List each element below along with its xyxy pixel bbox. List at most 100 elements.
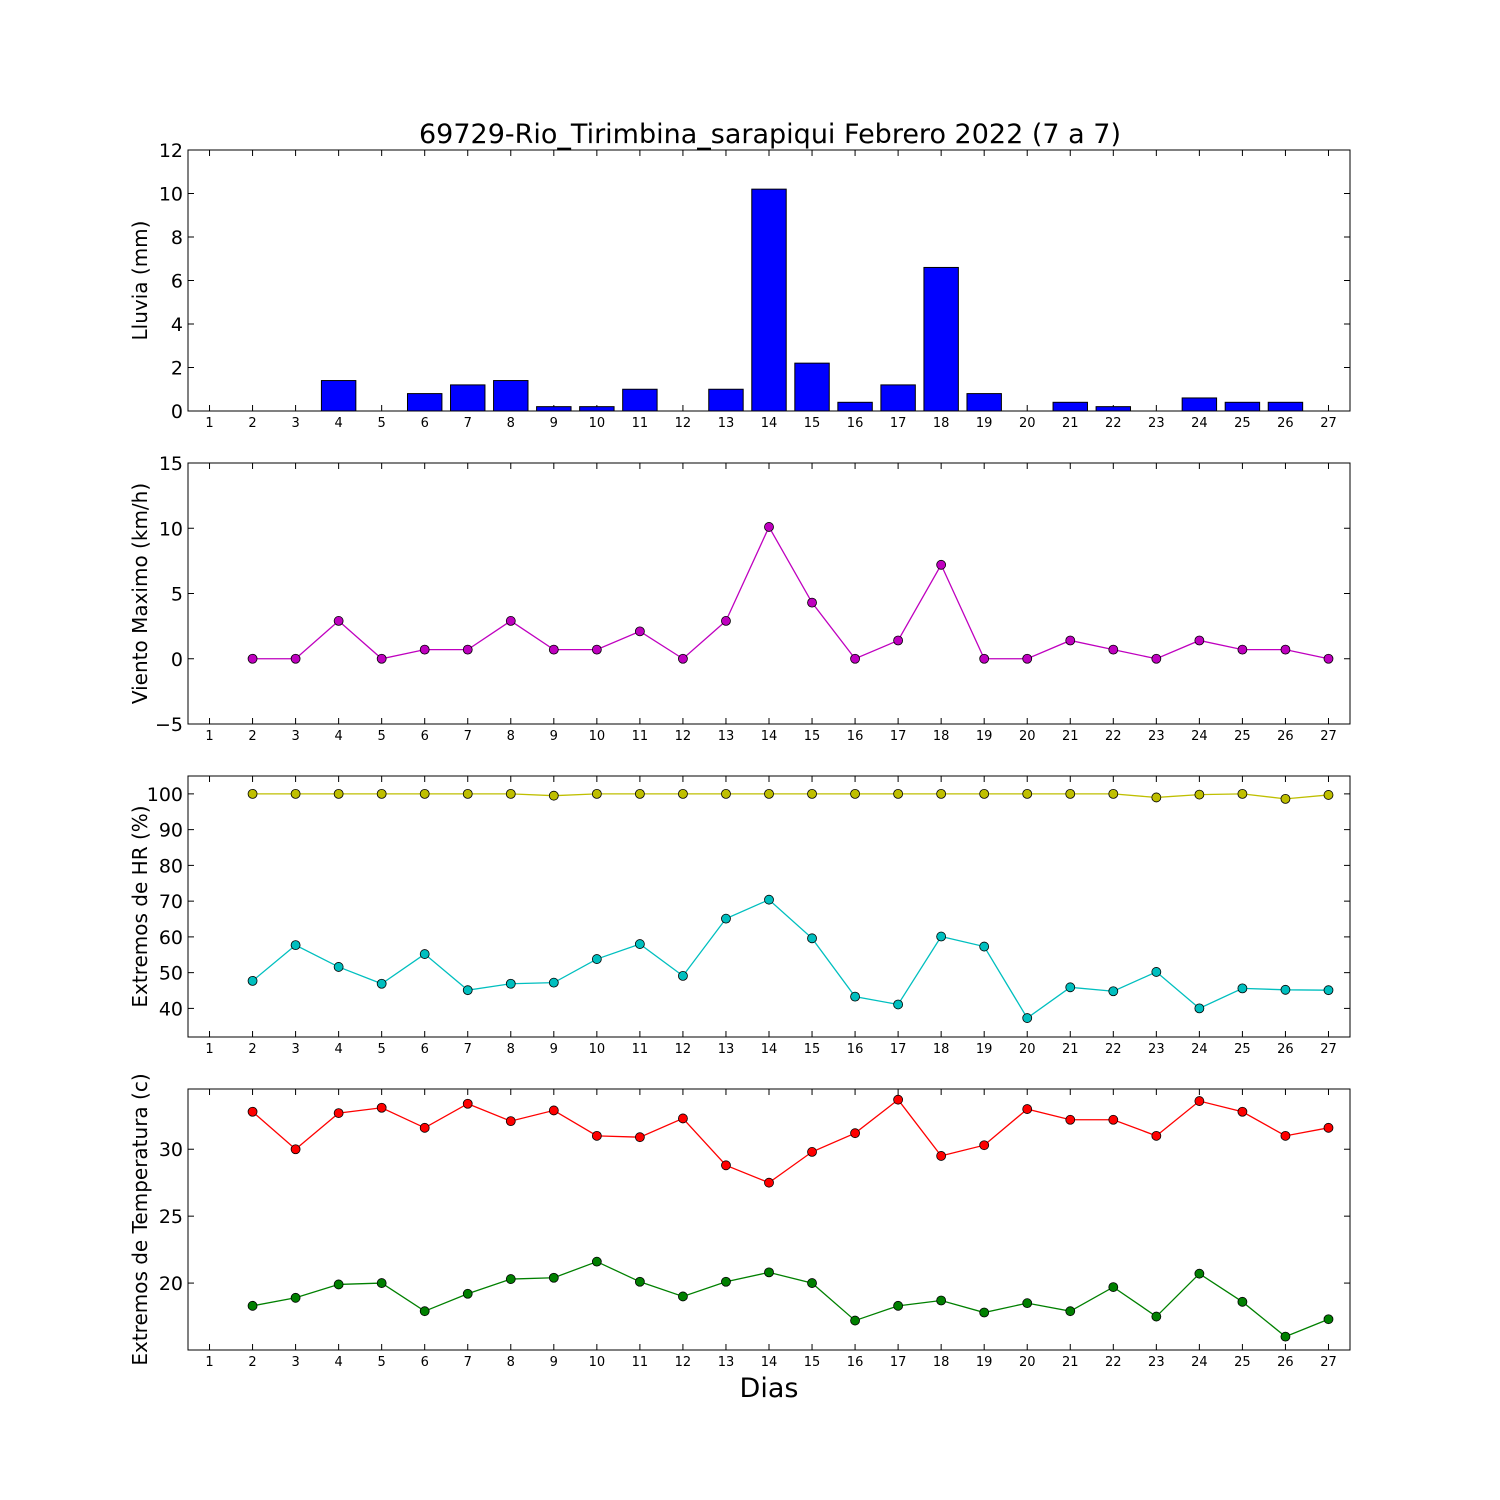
x-tick-label: 4 <box>334 1042 342 1057</box>
y-axis-label: Viento Maximo (km/h) <box>128 483 152 704</box>
x-tick-label: 14 <box>761 1042 778 1057</box>
hr_max-point <box>419 788 430 799</box>
x-tick-label: 25 <box>1234 1042 1251 1057</box>
x-tick-label: 16 <box>847 1042 864 1057</box>
x-tick-label: 23 <box>1148 1042 1165 1057</box>
rain-bar <box>536 406 572 412</box>
wind-point <box>1194 635 1205 646</box>
x-tick-label: 26 <box>1277 1042 1294 1057</box>
x-tick-label: 11 <box>632 416 649 431</box>
rain-bar <box>320 380 357 412</box>
x-tick-label: 17 <box>890 1355 907 1370</box>
x-tick-label: 22 <box>1105 1355 1122 1370</box>
x-tick-label: 15 <box>804 1355 821 1370</box>
hr_min-point <box>419 949 430 959</box>
t_min-point <box>678 1291 688 1302</box>
hr_min-point <box>678 970 688 981</box>
rain-bar <box>1267 401 1304 412</box>
x-tick-label: 4 <box>334 1355 342 1370</box>
x-tick-label: 21 <box>1062 1042 1079 1057</box>
rain-bar <box>794 362 830 412</box>
x-tick-label: 8 <box>507 1042 515 1057</box>
x-tick-label: 25 <box>1234 729 1251 744</box>
x-tick-label: 1 <box>205 1355 213 1370</box>
x-tick-label: 21 <box>1062 1355 1079 1370</box>
x-tick-label: 4 <box>334 416 342 431</box>
x-tick-label: 22 <box>1105 1042 1122 1057</box>
axes-frame <box>187 462 1351 725</box>
t_max-point <box>1280 1130 1291 1141</box>
hr_max-point <box>1151 792 1162 803</box>
hr_max-point <box>1022 788 1033 799</box>
x-tick-label: 7 <box>464 1042 472 1057</box>
t_min-point <box>1108 1282 1119 1292</box>
rain-bar <box>1181 397 1218 412</box>
t_max-point <box>376 1102 387 1113</box>
x-tick-label: 9 <box>550 1042 558 1057</box>
hr_min-point <box>290 940 301 951</box>
x-tick-label: 26 <box>1277 1355 1294 1370</box>
x-tick-label: 24 <box>1191 1042 1208 1057</box>
rain-bar <box>837 401 873 412</box>
axes-frame <box>187 1088 1351 1351</box>
chart-title: 69729-Rio_Tirimbina_sarapiqui Febrero 20… <box>419 119 1121 150</box>
x-tick-label: 11 <box>632 1355 649 1370</box>
x-tick-label: 1 <box>205 416 213 431</box>
x-tick-label: 18 <box>933 1042 950 1057</box>
hr_min-point <box>1065 982 1076 993</box>
x-tick-label: 24 <box>1191 729 1208 744</box>
hr_max-point <box>979 788 990 799</box>
x-tick-label: 2 <box>248 1042 256 1057</box>
x-tick-label: 11 <box>632 729 649 744</box>
x-tick-label: 10 <box>589 1355 606 1370</box>
wind-point <box>764 522 774 532</box>
x-tick-label: 6 <box>421 729 429 744</box>
hr_max-point <box>1065 788 1076 799</box>
hr_min-point <box>1280 984 1291 995</box>
t_min-point <box>1237 1296 1248 1307</box>
t_min-point <box>1194 1268 1205 1279</box>
rain-bar <box>923 266 959 412</box>
wind-point <box>1237 644 1248 655</box>
t_max-line <box>252 1098 1329 1184</box>
x-tick-label: 8 <box>507 416 515 431</box>
x-tick-label: 26 <box>1277 416 1294 431</box>
rain-bar <box>1224 401 1261 412</box>
x-tick-label: 25 <box>1234 416 1251 431</box>
x-tick-label: 4 <box>334 729 342 744</box>
rain-bar <box>406 393 443 412</box>
wind-point <box>979 653 990 664</box>
wind-point <box>462 644 473 655</box>
x-tick-label: 21 <box>1062 729 1079 744</box>
hr_max-point <box>807 788 817 799</box>
x-tick-label: 9 <box>550 416 558 431</box>
x-tick-label: 19 <box>976 1042 993 1057</box>
hr_min-point <box>721 913 731 924</box>
t_max-point <box>678 1113 688 1124</box>
hr_max-point <box>462 788 473 799</box>
hr_max-point <box>505 788 516 799</box>
hr_min-point <box>376 978 387 989</box>
wind-point <box>376 653 387 664</box>
x-tick-label: 2 <box>248 1355 256 1370</box>
x-tick-label: 14 <box>761 416 778 431</box>
t_max-point <box>1065 1114 1076 1125</box>
x-tick-label: 17 <box>890 416 907 431</box>
x-tick-label: 27 <box>1320 729 1337 744</box>
wind-point <box>1280 644 1291 655</box>
x-tick-label: 16 <box>847 1355 864 1370</box>
hr_max-point <box>247 788 258 799</box>
x-tick-label: 15 <box>804 416 821 431</box>
x-tick-label: 27 <box>1320 1355 1337 1370</box>
y-tick-label: 10 <box>159 184 183 206</box>
hr_max-point <box>548 790 559 801</box>
x-tick-label: 19 <box>976 729 993 744</box>
t_min-point <box>1065 1306 1076 1317</box>
x-tick-label: 8 <box>507 729 515 744</box>
t_min-point <box>1151 1311 1162 1322</box>
x-tick-label: 3 <box>291 729 299 744</box>
wind-point <box>1022 653 1033 664</box>
x-tick-label: 10 <box>589 416 606 431</box>
hr_min-point <box>1151 967 1162 977</box>
hr_max-point <box>1280 793 1291 804</box>
